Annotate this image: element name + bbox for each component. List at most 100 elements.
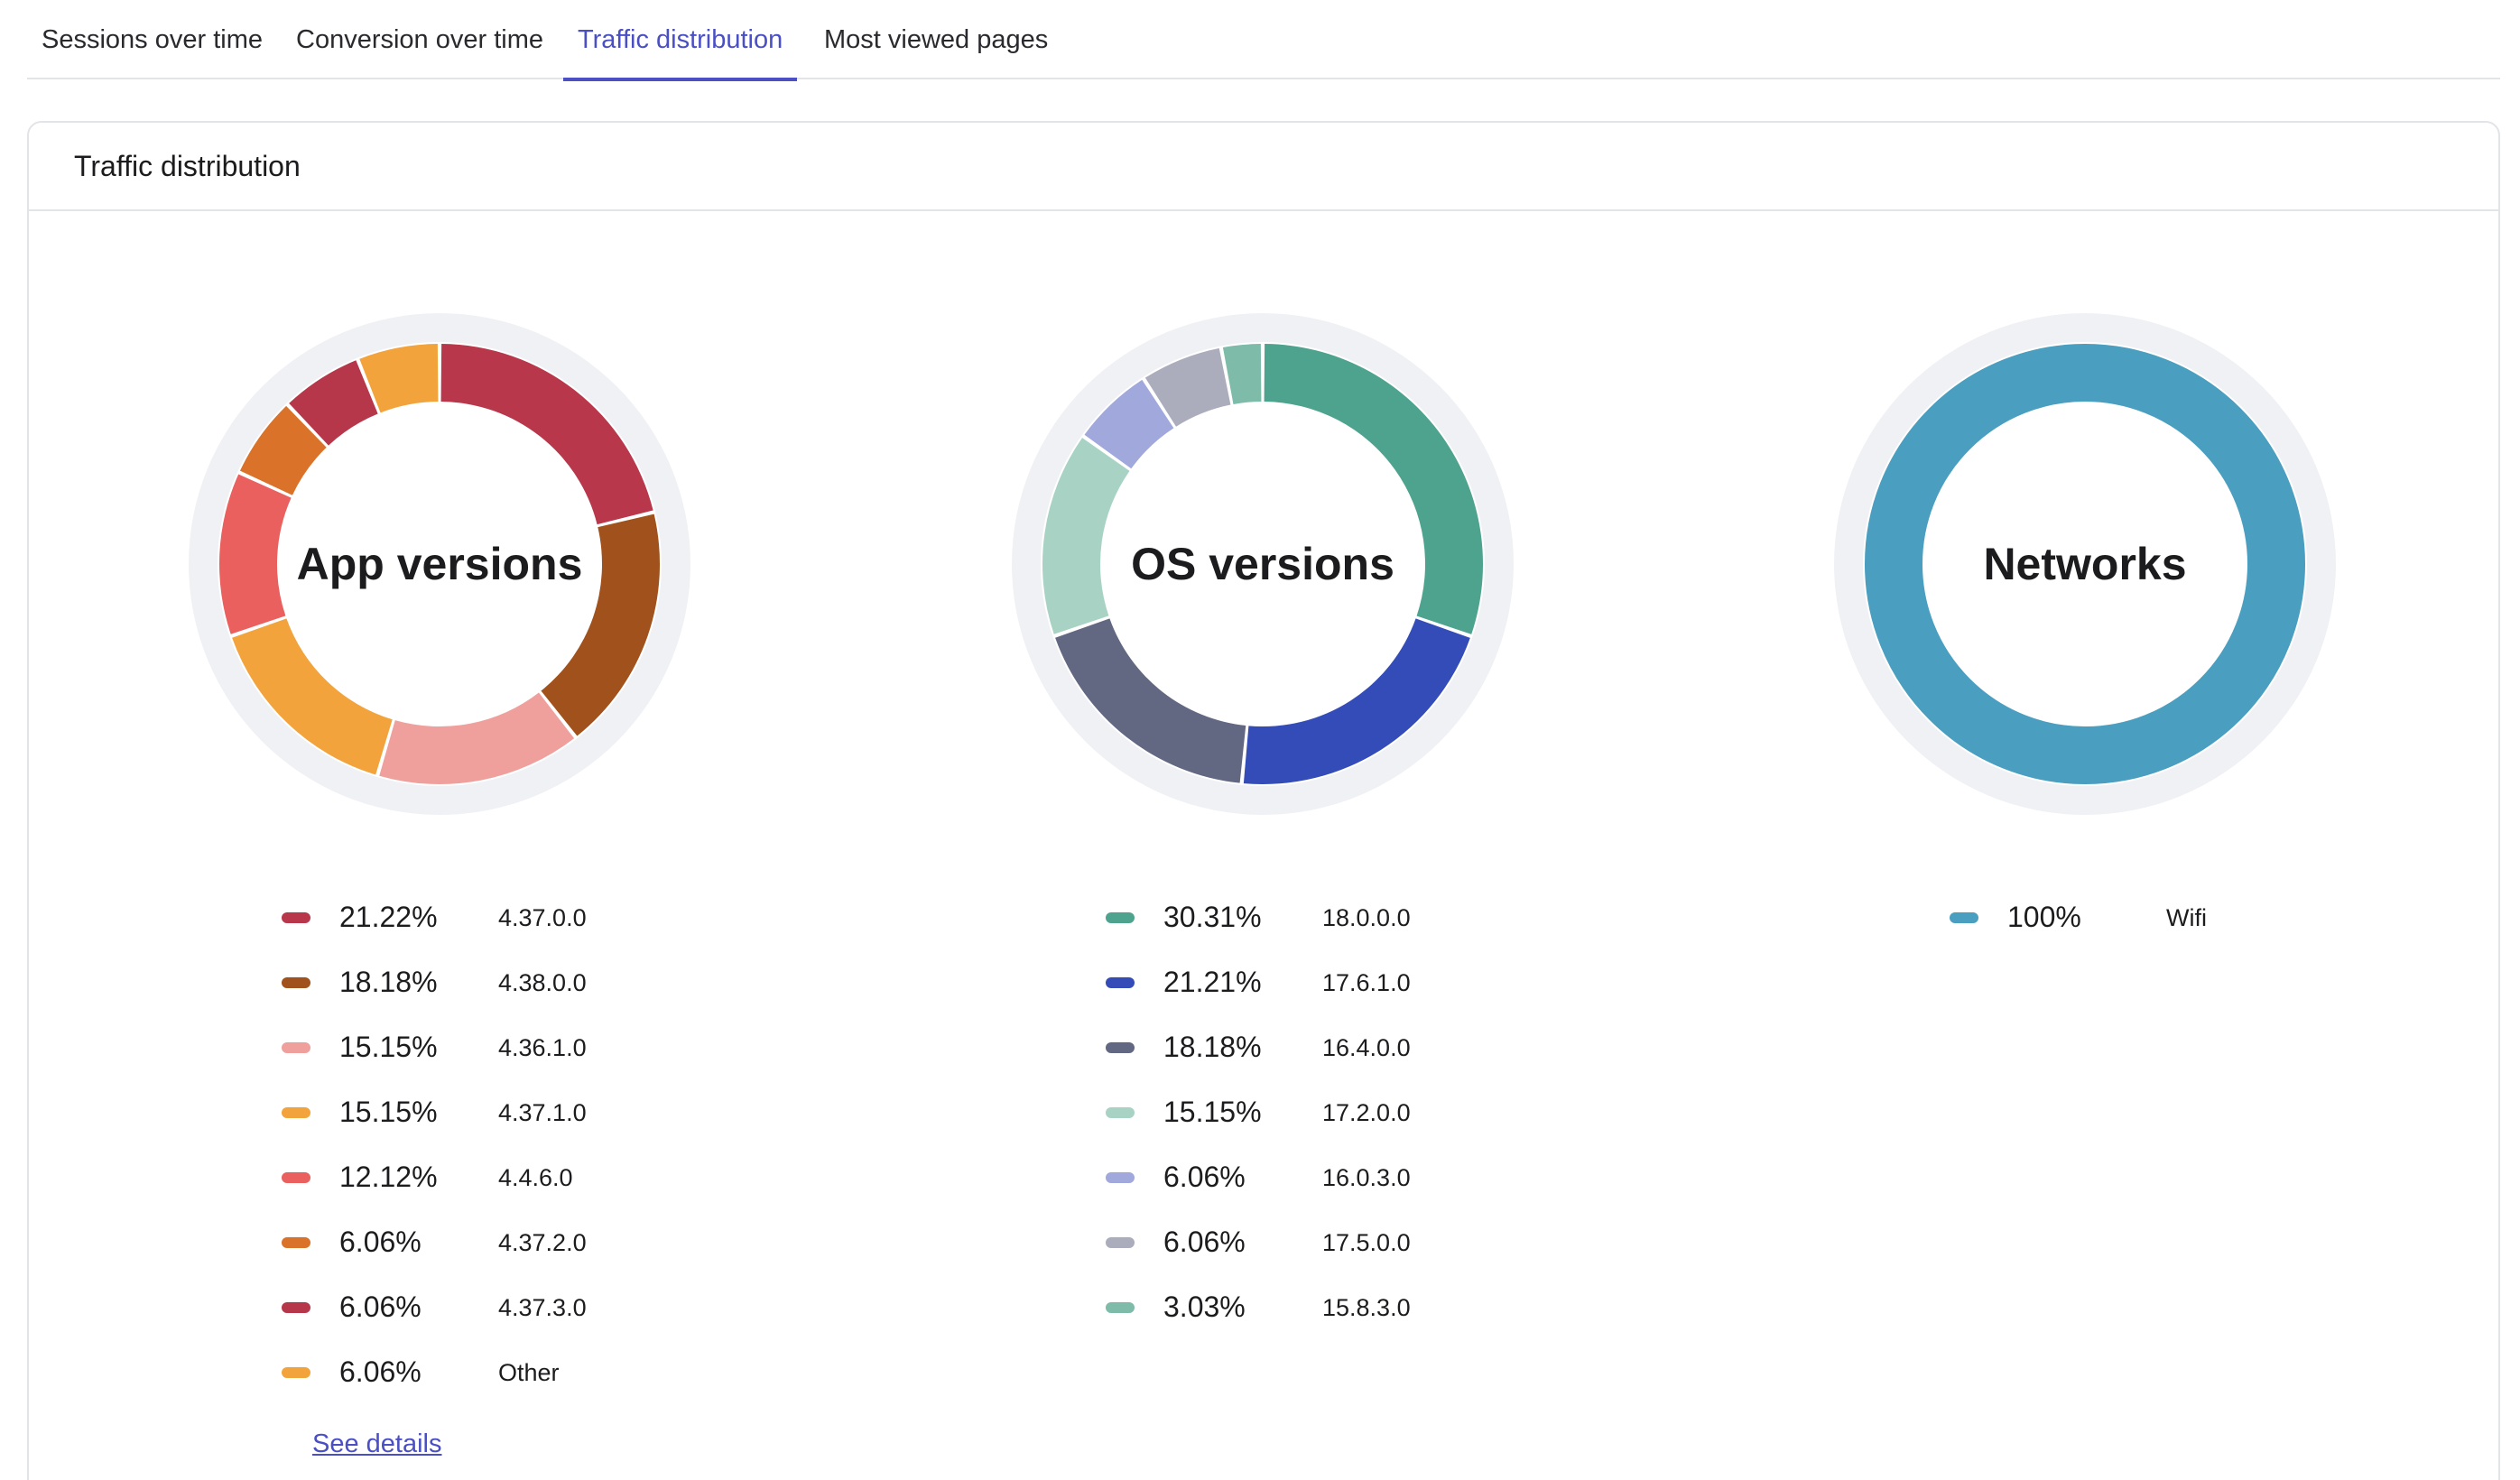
legend-item: 21.22% 4.37.0.0 (282, 886, 823, 951)
legend-item: 6.06% 16.0.3.0 (1106, 1146, 1647, 1211)
legend-swatch (1106, 1237, 1135, 1248)
legend-label: Other (498, 1359, 560, 1386)
legend-label: 17.6.1.0 (1322, 969, 1411, 996)
card-header: Traffic distribution (29, 123, 2498, 211)
legend-percent: 6.06% (339, 1226, 422, 1258)
legend-item: 6.06% Other (282, 1341, 823, 1406)
legend-item: 6.06% 17.5.0.0 (1106, 1211, 1647, 1276)
legend-percent: 18.18% (1163, 1031, 1262, 1063)
legend-swatch (282, 1237, 310, 1248)
legend-swatch (282, 977, 310, 988)
legend-label: 16.0.3.0 (1322, 1164, 1411, 1191)
tab-bar: Sessions over time Conversion over time … (27, 0, 2500, 81)
legend-item: 15.15% 4.37.1.0 (282, 1081, 823, 1146)
legend-percent: 6.06% (339, 1355, 422, 1388)
donut-center-label: Networks (1983, 539, 2186, 589)
legend-swatch (1106, 912, 1135, 923)
donut-svg: OS versions (1012, 313, 1514, 815)
donut-slice-5[interactable] (1144, 347, 1231, 427)
donut-center-label: App versions (297, 539, 583, 589)
legend-label: 18.0.0.0 (1322, 904, 1411, 931)
tab-conversion-over-time[interactable]: Conversion over time (296, 25, 543, 54)
legend-item: 100% Wifi (1950, 886, 2491, 951)
legend-item: 18.18% 4.38.0.0 (282, 951, 823, 1016)
legend-swatch (1106, 977, 1135, 988)
legend-label: 17.2.0.0 (1322, 1099, 1411, 1126)
donut-base (218, 342, 662, 786)
tab-traffic-distribution[interactable]: Traffic distribution (562, 0, 798, 81)
legend-swatch (282, 1302, 310, 1313)
legend-swatch (282, 1042, 310, 1053)
legend-item: 30.31% 18.0.0.0 (1106, 886, 1647, 951)
legend-label: 4.37.1.0 (498, 1099, 587, 1126)
legend-percent: 15.15% (1163, 1096, 1262, 1128)
legend-percent: 6.06% (339, 1290, 422, 1323)
legend-percent: 3.03% (1163, 1290, 1246, 1323)
legend-percent: 21.22% (339, 901, 438, 933)
legend-label: 4.36.1.0 (498, 1034, 587, 1061)
legend-label: 17.5.0.0 (1322, 1229, 1411, 1256)
legend-item: 15.15% 4.36.1.0 (282, 1016, 823, 1081)
legend-label: 4.37.2.0 (498, 1229, 587, 1256)
donut-slice-0[interactable] (440, 344, 653, 525)
legend-swatch (282, 1367, 310, 1378)
legend-label: 4.38.0.0 (498, 969, 587, 996)
donut-chart-2: Networks (1814, 293, 2356, 835)
legend-label: 4.37.3.0 (498, 1294, 587, 1321)
donut-slice-2[interactable] (1055, 618, 1246, 783)
donut-slice-1[interactable] (1243, 618, 1470, 784)
donut-slice-5[interactable] (239, 405, 327, 495)
legend-label: 4.4.6.0 (498, 1164, 573, 1191)
card-title: Traffic distribution (74, 150, 301, 182)
legend-swatch (282, 912, 310, 923)
legend-item: 21.21% 17.6.1.0 (1106, 951, 1647, 1016)
donut-slice-4[interactable] (1084, 379, 1174, 469)
legend-percent: 30.31% (1163, 901, 1262, 933)
donut-chart-1: OS versions (992, 293, 1533, 835)
donut-slice-7[interactable] (359, 344, 439, 413)
see-details-link[interactable]: See details (312, 1429, 442, 1458)
legend-percent: 100% (2007, 901, 2081, 933)
legend-swatch (1106, 1042, 1135, 1053)
legend-swatch (282, 1107, 310, 1118)
legend-label: 4.37.0.0 (498, 904, 587, 931)
donut-chart-0: App versions (169, 293, 710, 835)
donut-slice-3[interactable] (1042, 438, 1130, 634)
donut-svg: Networks (1834, 313, 2336, 815)
tab-most-viewed-pages[interactable]: Most viewed pages (824, 25, 1049, 54)
donut-base (1041, 342, 1485, 786)
legend-swatch (1106, 1302, 1135, 1313)
legend-item: 18.18% 16.4.0.0 (1106, 1016, 1647, 1081)
donut-center-label: OS versions (1131, 539, 1394, 589)
legend-percent: 6.06% (1163, 1161, 1246, 1193)
legend-item: 12.12% 4.4.6.0 (282, 1146, 823, 1211)
tab-sessions-over-time[interactable]: Sessions over time (42, 25, 263, 54)
donut-base (1863, 342, 2307, 786)
donut-slice-0[interactable] (1865, 344, 2305, 784)
legend-swatch (1106, 1107, 1135, 1118)
legend-percent: 21.21% (1163, 966, 1262, 998)
legend-item: 6.06% 4.37.2.0 (282, 1211, 823, 1276)
legend-swatch (1950, 912, 1978, 923)
legend-item: 15.15% 17.2.0.0 (1106, 1081, 1647, 1146)
legend-percent: 15.15% (339, 1096, 438, 1128)
legend-label: 16.4.0.0 (1322, 1034, 1411, 1061)
legend-percent: 18.18% (339, 966, 438, 998)
legend-percent: 12.12% (339, 1161, 438, 1193)
legend-label: Wifi (2166, 904, 2207, 931)
legend-label: 15.8.3.0 (1322, 1294, 1411, 1321)
donut-slice-0[interactable] (1264, 344, 1483, 634)
donut-slice-6[interactable] (1222, 344, 1262, 404)
legend-swatch (1106, 1172, 1135, 1183)
donut-slice-2[interactable] (379, 692, 575, 784)
legend-item: 3.03% 15.8.3.0 (1106, 1276, 1647, 1341)
legend-item: 6.06% 4.37.3.0 (282, 1276, 823, 1341)
donut-slice-1[interactable] (541, 513, 660, 736)
donut-slice-6[interactable] (289, 360, 378, 446)
donut-slice-3[interactable] (232, 618, 393, 775)
legend-percent: 15.15% (339, 1031, 438, 1063)
legend-percent: 6.06% (1163, 1226, 1246, 1258)
donut-slice-4[interactable] (219, 474, 292, 634)
legend-swatch (282, 1172, 310, 1183)
donut-svg: App versions (189, 313, 690, 815)
